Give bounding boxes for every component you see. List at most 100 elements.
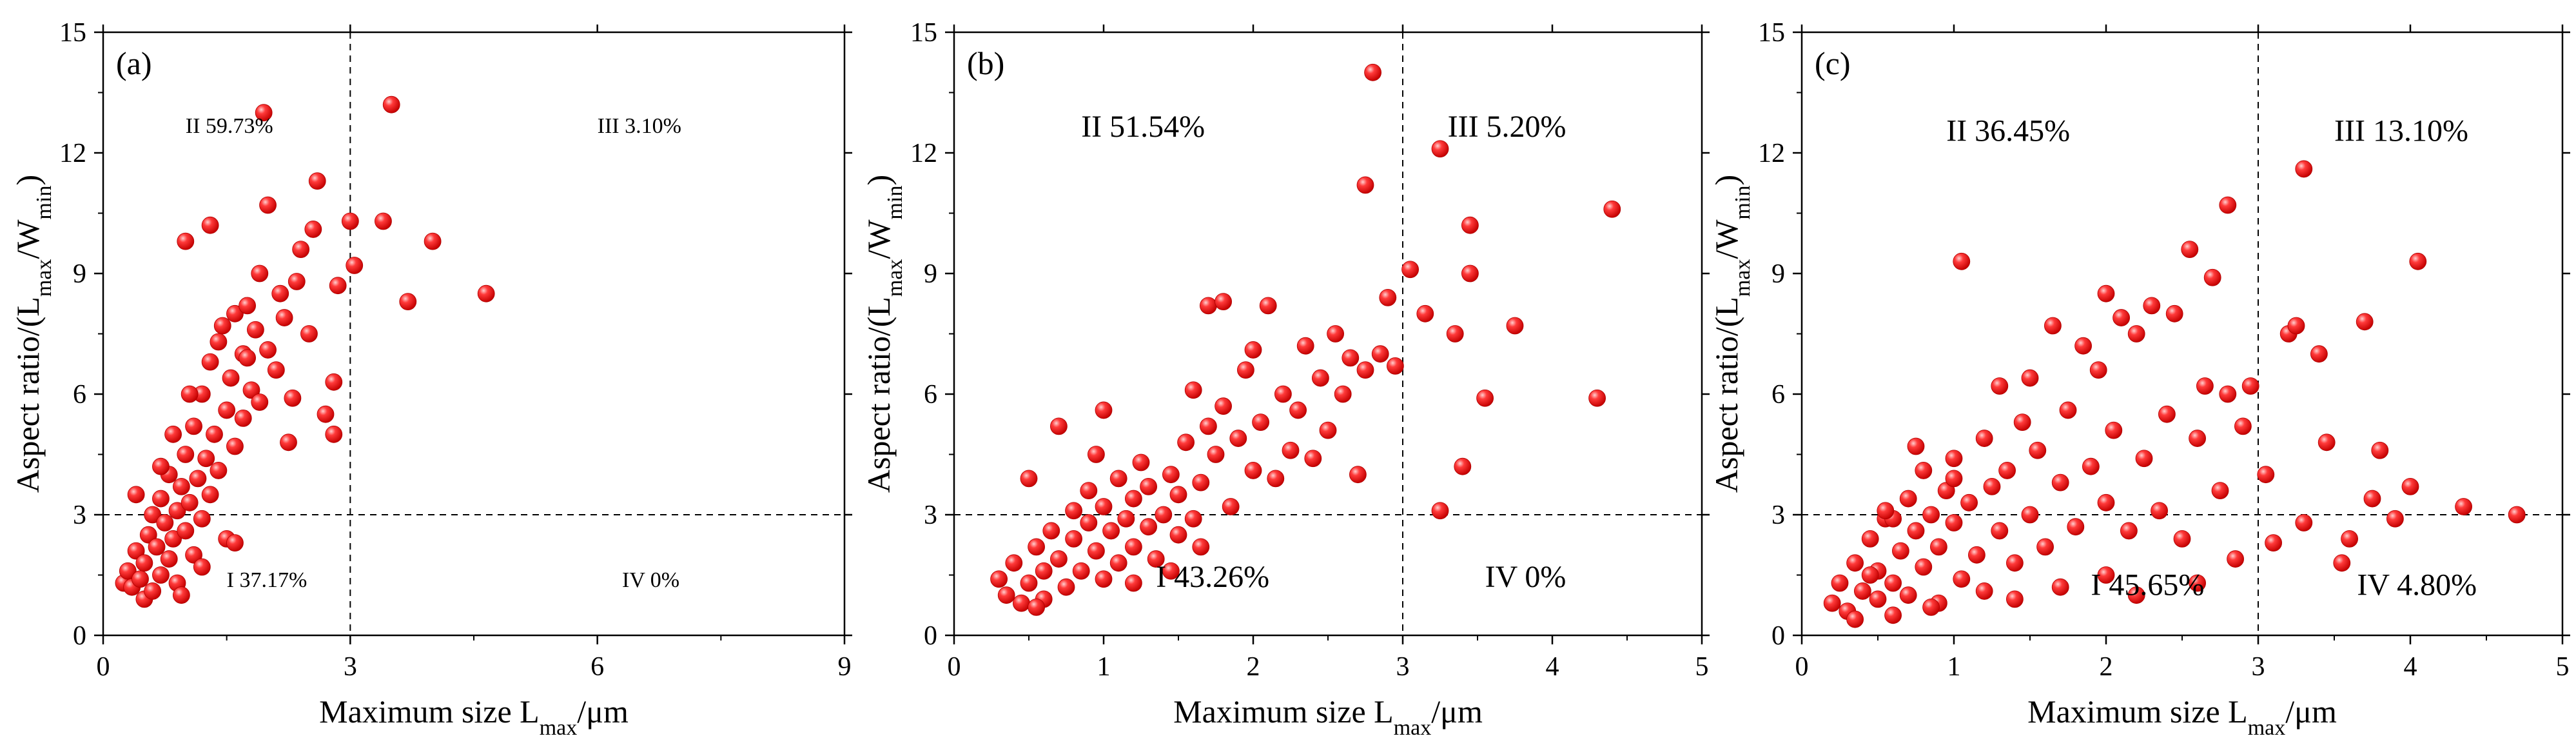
data-point bbox=[2113, 309, 2131, 326]
data-point bbox=[382, 95, 400, 114]
data-point bbox=[1342, 349, 1360, 367]
data-point bbox=[1884, 606, 1902, 624]
data-point bbox=[201, 353, 219, 371]
data-point bbox=[1401, 261, 1420, 279]
x-tick-label: 4 bbox=[2404, 652, 2417, 682]
data-point bbox=[177, 522, 195, 540]
data-point bbox=[300, 325, 318, 343]
x-tick-label: 4 bbox=[1546, 652, 1559, 682]
data-point bbox=[226, 437, 244, 455]
data-point bbox=[144, 582, 162, 600]
data-point bbox=[2356, 313, 2374, 331]
data-point bbox=[1831, 574, 1849, 592]
data-point bbox=[2371, 441, 2389, 459]
data-point bbox=[139, 526, 157, 544]
data-point bbox=[1020, 470, 1038, 488]
data-point bbox=[2455, 498, 2473, 515]
data-point bbox=[292, 241, 310, 259]
x-tick-label: 5 bbox=[1695, 652, 1709, 682]
data-point bbox=[2227, 550, 2245, 568]
data-point bbox=[1386, 357, 1404, 375]
data-point bbox=[1922, 506, 1940, 524]
panel-label: (c) bbox=[1815, 45, 1851, 81]
y-tick-label: 9 bbox=[1771, 259, 1785, 289]
y-tick-label: 9 bbox=[924, 259, 937, 289]
data-point bbox=[189, 470, 207, 488]
data-point bbox=[1603, 200, 1621, 218]
data-point bbox=[1080, 482, 1098, 499]
data-point bbox=[1177, 433, 1195, 452]
y-tick-label: 0 bbox=[924, 621, 937, 651]
y-tick-label: 9 bbox=[73, 259, 86, 289]
data-point bbox=[1869, 590, 1887, 608]
data-point bbox=[2082, 457, 2100, 475]
panel-a: 0 3 6 9 0 3 6 9 12 15 Maximum size Lmax/μm Aspect r… bbox=[10, 18, 852, 740]
data-point bbox=[1013, 594, 1030, 612]
x-tick-label: 2 bbox=[2100, 652, 2113, 682]
data-point bbox=[2295, 160, 2313, 178]
data-point bbox=[1155, 506, 1173, 524]
data-point bbox=[1169, 486, 1187, 504]
data-point bbox=[2059, 401, 2077, 419]
data-point bbox=[2158, 405, 2176, 423]
y-tick-label: 3 bbox=[73, 501, 86, 530]
data-point bbox=[2386, 510, 2404, 528]
data-point bbox=[2508, 506, 2526, 524]
data-point bbox=[1506, 317, 1524, 335]
data-point bbox=[172, 477, 190, 495]
y-tick-label: 12 bbox=[59, 139, 86, 168]
data-point bbox=[1915, 558, 1933, 576]
data-point bbox=[259, 341, 277, 359]
data-point bbox=[152, 457, 170, 475]
data-point bbox=[1072, 562, 1090, 580]
data-point bbox=[1884, 574, 1902, 592]
data-point bbox=[1877, 502, 1895, 520]
data-point bbox=[1998, 462, 2016, 479]
data-point bbox=[2265, 534, 2283, 552]
data-point bbox=[132, 570, 149, 588]
data-point bbox=[177, 446, 195, 463]
data-point bbox=[168, 502, 186, 520]
data-point bbox=[329, 277, 347, 295]
data-point bbox=[251, 264, 269, 283]
data-point bbox=[1088, 446, 1105, 463]
quadrant-label-i: I 45.65% bbox=[2091, 568, 2204, 602]
data-point bbox=[1953, 570, 1971, 588]
data-point bbox=[181, 493, 199, 512]
quadrant-label-i: I 37.17% bbox=[227, 568, 307, 592]
x-tick-label: 0 bbox=[97, 652, 110, 682]
data-point bbox=[135, 554, 153, 572]
quadrant-label-ii: II 59.73% bbox=[186, 114, 273, 138]
scatter-points bbox=[115, 95, 495, 608]
data-point bbox=[1922, 598, 1940, 616]
data-point bbox=[2189, 574, 2207, 592]
data-point bbox=[1162, 562, 1180, 580]
data-point bbox=[226, 304, 244, 323]
y-tick-label: 15 bbox=[910, 18, 937, 48]
data-point bbox=[2127, 586, 2145, 604]
data-point bbox=[148, 538, 166, 556]
data-point bbox=[185, 546, 202, 564]
y-tick-label: 0 bbox=[73, 621, 86, 651]
data-point bbox=[1192, 538, 1210, 556]
data-point bbox=[2295, 514, 2313, 531]
data-point bbox=[1364, 63, 1382, 81]
data-point bbox=[1282, 441, 1300, 459]
data-point bbox=[201, 486, 219, 504]
data-point bbox=[242, 381, 260, 399]
data-point bbox=[990, 570, 1008, 588]
data-point bbox=[2196, 377, 2214, 395]
data-point bbox=[1065, 502, 1082, 520]
data-point bbox=[1334, 385, 1352, 403]
data-point bbox=[2241, 377, 2259, 395]
data-point bbox=[226, 534, 244, 552]
data-point bbox=[2029, 441, 2047, 459]
data-point bbox=[267, 361, 285, 379]
data-point bbox=[210, 462, 228, 479]
data-point bbox=[1379, 288, 1397, 306]
data-point bbox=[375, 212, 392, 230]
data-point bbox=[271, 284, 289, 303]
y-tick-label: 12 bbox=[1758, 139, 1785, 168]
data-point bbox=[1140, 477, 1157, 495]
